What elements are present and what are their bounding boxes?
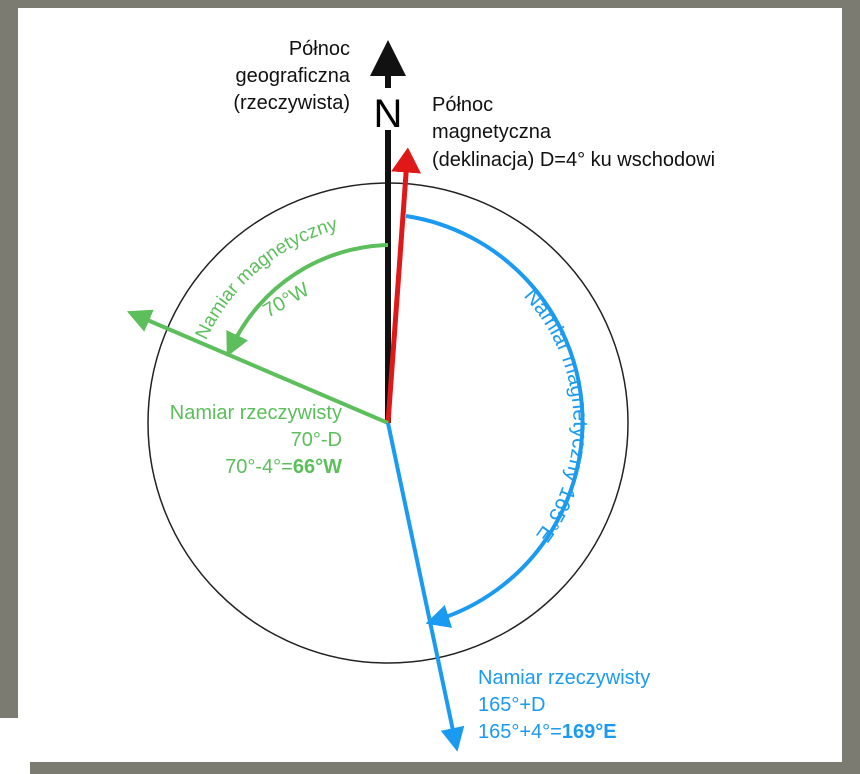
label-line: geograficzna	[235, 65, 350, 87]
blue-arc	[405, 214, 585, 628]
green-arc	[226, 243, 389, 357]
panel-corner	[0, 718, 30, 774]
label-line: (rzeczywista)	[233, 92, 350, 114]
label-line: (deklinacja) D=4° ku wschodowi	[432, 149, 715, 171]
calc: 165°+4°=	[478, 721, 562, 743]
magnetic-north-arrow	[385, 147, 422, 424]
label-line: 70°-D	[291, 429, 342, 451]
blue-true-label: Namiar rzeczywisty 165°+D 165°+4°=169°E	[478, 667, 650, 743]
panel	[18, 8, 842, 762]
true-north-label: Północ geograficzna (rzeczywista)	[233, 38, 351, 114]
result: 66°W	[293, 456, 342, 478]
label-line: Namiar rzeczywisty	[170, 402, 342, 424]
green-bearing-arrow	[126, 309, 389, 425]
label-line: Północ	[432, 94, 493, 116]
green-true-label: Namiar rzeczywisty 70°-D 70°-4°=66°W	[170, 402, 342, 478]
label-line: 165°+4°=169°E	[478, 721, 617, 743]
calc: 70°-4°=	[225, 456, 293, 478]
blue-bearing-arrow	[386, 422, 465, 752]
label-line: Północ	[289, 38, 350, 60]
n-bg	[370, 88, 406, 130]
label-line: Namiar rzeczywisty	[478, 667, 650, 689]
label-line: 70°-4°=66°W	[225, 456, 342, 478]
label-line: 165°+D	[478, 694, 546, 716]
result: 169°E	[562, 721, 617, 743]
magnetic-north-label: Północ magnetyczna (deklinacja) D=4° ku …	[432, 94, 715, 171]
label-line: magnetyczna	[432, 121, 552, 143]
n-symbol: N	[374, 92, 403, 136]
